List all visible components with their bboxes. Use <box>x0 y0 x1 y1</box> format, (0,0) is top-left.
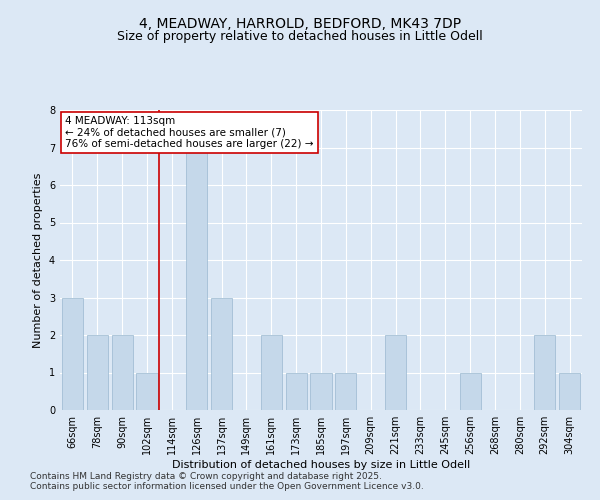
Bar <box>112 335 133 410</box>
Bar <box>534 335 555 410</box>
Text: Size of property relative to detached houses in Little Odell: Size of property relative to detached ho… <box>117 30 483 43</box>
Bar <box>186 148 207 410</box>
Bar <box>87 335 108 410</box>
Text: Contains public sector information licensed under the Open Government Licence v3: Contains public sector information licen… <box>30 482 424 491</box>
X-axis label: Distribution of detached houses by size in Little Odell: Distribution of detached houses by size … <box>172 460 470 470</box>
Bar <box>136 372 158 410</box>
Bar <box>460 372 481 410</box>
Text: Contains HM Land Registry data © Crown copyright and database right 2025.: Contains HM Land Registry data © Crown c… <box>30 472 382 481</box>
Bar <box>261 335 282 410</box>
Y-axis label: Number of detached properties: Number of detached properties <box>34 172 43 348</box>
Bar <box>385 335 406 410</box>
Text: 4 MEADWAY: 113sqm
← 24% of detached houses are smaller (7)
76% of semi-detached : 4 MEADWAY: 113sqm ← 24% of detached hous… <box>65 116 314 149</box>
Bar <box>286 372 307 410</box>
Bar <box>211 298 232 410</box>
Bar <box>559 372 580 410</box>
Text: 4, MEADWAY, HARROLD, BEDFORD, MK43 7DP: 4, MEADWAY, HARROLD, BEDFORD, MK43 7DP <box>139 18 461 32</box>
Bar <box>310 372 332 410</box>
Bar <box>335 372 356 410</box>
Bar <box>62 298 83 410</box>
